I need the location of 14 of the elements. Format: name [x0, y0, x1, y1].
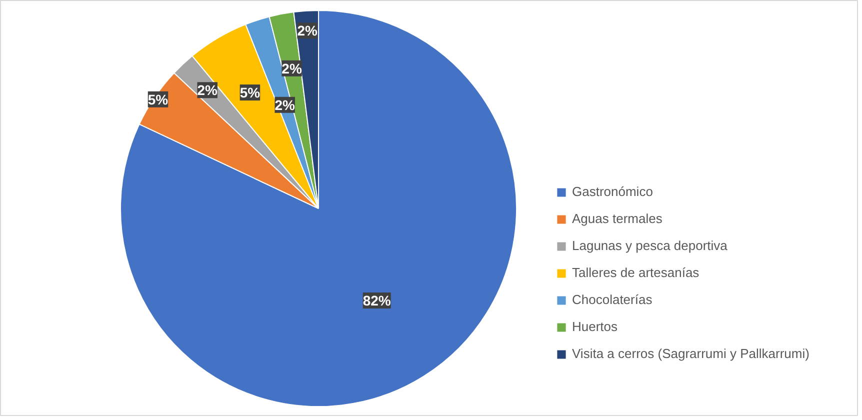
legend-label: Visita a cerros (Sagrarrumi y Pallkarrumi): [572, 346, 810, 361]
legend-label: Huertos: [572, 319, 618, 334]
legend-label: Gastronómico: [572, 184, 653, 199]
data-label: 82%: [362, 292, 392, 308]
legend-label: Talleres de artesanías: [572, 265, 700, 280]
data-label: 2%: [297, 22, 318, 39]
data-label: 2%: [274, 96, 296, 113]
legend-label: Chocolaterías: [572, 292, 652, 307]
data-label: 2%: [197, 82, 218, 98]
data-label: 5%: [148, 91, 169, 108]
data-label: 2%: [282, 60, 302, 76]
data-label: 5%: [240, 84, 261, 101]
legend-label: Lagunas y pesca deportiva: [572, 238, 728, 253]
legend-label: Aguas termales: [572, 211, 662, 226]
